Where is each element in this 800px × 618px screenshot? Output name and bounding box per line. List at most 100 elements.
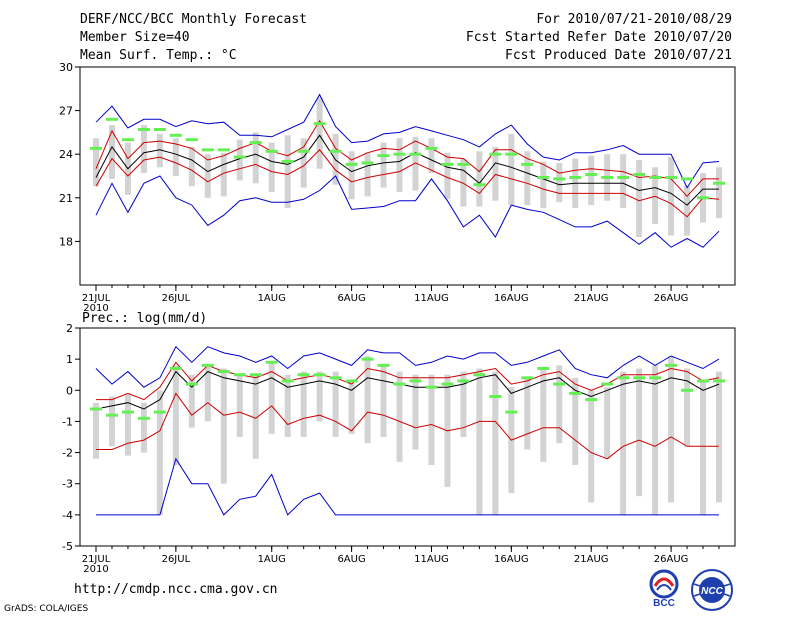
ensemble-upper-sd-line <box>96 361 720 401</box>
forecast-period: For 2010/07/21-2010/08/29 <box>536 12 732 27</box>
observed-marker <box>633 173 646 177</box>
observed-marker <box>457 162 470 166</box>
observed-marker <box>505 410 518 414</box>
ensemble-box <box>412 374 419 450</box>
ensemble-box <box>188 146 195 187</box>
observed-marker <box>281 379 294 383</box>
ensemble-min-line <box>95 175 720 248</box>
y-tick-label: 30 <box>59 61 73 74</box>
grads-credit: GrADS: COLA/IGES <box>4 604 89 614</box>
observed-marker <box>137 127 150 131</box>
observed-marker <box>217 370 230 374</box>
observed-marker <box>601 175 614 179</box>
observed-marker <box>249 141 262 145</box>
ensemble-box <box>572 377 579 466</box>
y-tick-label: -5 <box>62 540 73 553</box>
ensemble-box <box>476 368 483 515</box>
ensemble-box <box>652 167 659 224</box>
y-tick-label: 21 <box>59 192 73 205</box>
observed-marker <box>649 175 662 179</box>
ensemble-box <box>316 371 323 422</box>
observed-marker <box>265 360 278 364</box>
ensemble-box <box>284 374 291 437</box>
member-size: Member Size=40 <box>80 30 190 45</box>
x-tick-year: 2010 <box>83 564 108 575</box>
forecast-started-date: Fcst Started Refer Date 2010/07/20 <box>465 30 732 45</box>
ensemble-box <box>396 371 403 462</box>
observed-marker <box>409 152 422 156</box>
ensemble-box <box>636 160 643 238</box>
observed-marker <box>489 395 502 399</box>
observed-marker <box>153 127 166 131</box>
variable-label: Mean Surf. Temp.: °C <box>80 48 237 63</box>
observed-marker <box>521 376 534 380</box>
ensemble-box <box>668 157 675 236</box>
observed-marker <box>585 398 598 402</box>
ncc-logo: NCC <box>691 569 733 611</box>
observed-marker <box>313 373 326 377</box>
observed-marker <box>681 388 694 392</box>
x-tick-label: 21AUG <box>574 554 609 565</box>
observed-marker <box>361 357 374 361</box>
x-tick-label: 16AUG <box>494 293 529 304</box>
observed-marker <box>473 373 486 377</box>
ensemble-max-line <box>95 93 720 189</box>
ensemble-box <box>93 138 99 187</box>
observed-marker <box>553 177 566 181</box>
observed-marker <box>329 149 342 153</box>
ensemble-box <box>316 97 323 169</box>
observed-marker <box>617 175 630 179</box>
ensemble-box <box>204 365 211 422</box>
ensemble-box <box>300 371 307 437</box>
ensemble-box <box>156 133 163 168</box>
ensemble-box <box>412 136 419 191</box>
x-tick-label: 26JUL <box>162 554 191 565</box>
x-tick-label: 16AUG <box>494 554 529 565</box>
forecast-produced-date: Fcst Produced Date 2010/07/21 <box>505 48 732 63</box>
chart-title: DERF/NCC/BCC Monthly Forecast <box>80 12 307 27</box>
observed-marker <box>345 379 358 383</box>
observed-marker <box>249 373 262 377</box>
y-tick-label: 0 <box>66 384 73 397</box>
observed-marker <box>297 149 310 153</box>
observed-marker <box>105 117 118 121</box>
x-tick-label: 1AUG <box>258 293 286 304</box>
observed-marker <box>313 122 326 126</box>
ensemble-box <box>204 154 211 198</box>
observed-marker <box>409 379 422 383</box>
observed-marker <box>377 363 390 367</box>
ensemble-box <box>252 132 259 184</box>
ensemble-box <box>268 362 275 434</box>
observed-marker <box>425 146 438 150</box>
y-tick-label: 27 <box>59 105 73 118</box>
source-url[interactable]: http://cmdp.ncc.cma.gov.cn <box>74 582 278 597</box>
observed-marker <box>393 152 406 156</box>
observed-marker <box>537 366 550 370</box>
ensemble-box <box>492 371 499 515</box>
y-tick-label: -3 <box>62 478 73 491</box>
bcc-logo: BCC <box>649 569 679 608</box>
ensemble-box <box>140 402 147 453</box>
observed-marker <box>361 161 374 165</box>
ensemble-box <box>588 390 595 503</box>
ensemble-box <box>524 377 531 450</box>
y-tick-label: -2 <box>62 447 73 460</box>
ensemble-box <box>524 151 531 206</box>
ensemble-box <box>556 162 563 203</box>
observed-marker <box>489 152 502 156</box>
observed-marker <box>345 162 358 166</box>
observed-marker <box>393 382 406 386</box>
observed-marker <box>201 363 214 367</box>
x-tick-label: 6AUG <box>337 293 365 304</box>
observed-marker <box>233 373 246 377</box>
y-tick-label: 1 <box>66 353 73 366</box>
ensemble-upper-sd-line <box>95 119 719 198</box>
ensemble-box <box>156 390 163 515</box>
observed-marker <box>649 376 662 380</box>
observed-marker <box>601 382 614 386</box>
observed-marker <box>713 379 725 383</box>
ensemble-box <box>220 368 227 484</box>
observed-marker <box>633 376 646 380</box>
observed-marker <box>169 366 182 370</box>
ensemble-box <box>140 125 147 174</box>
